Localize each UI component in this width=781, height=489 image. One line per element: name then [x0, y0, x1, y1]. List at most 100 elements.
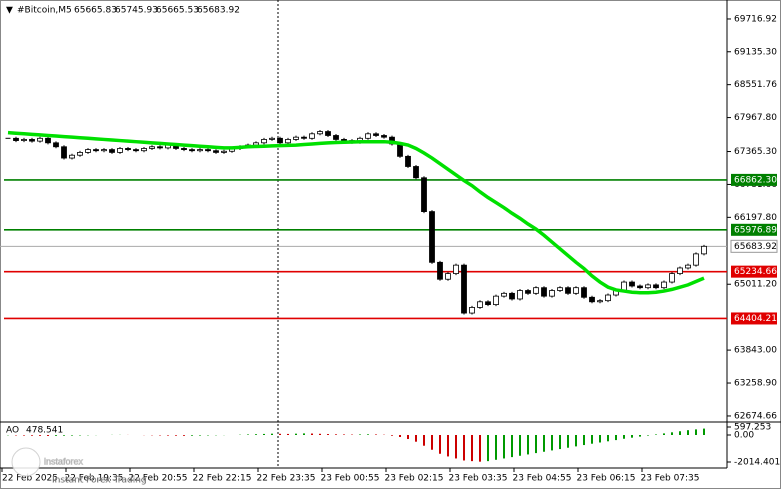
candle [701, 245, 707, 255]
y-tick-label: 68551.76 [734, 80, 777, 90]
candle [557, 287, 563, 291]
candle [181, 148, 187, 150]
candle [69, 154, 75, 159]
candle [325, 131, 331, 136]
y-tick-label: 67967.80 [734, 113, 777, 123]
ohlc-value: 65665.83 [74, 6, 117, 16]
candle [429, 211, 435, 263]
candle [517, 290, 523, 300]
candle [661, 281, 667, 289]
candle [205, 149, 211, 152]
ohlc-value: 65745.93 [115, 6, 158, 16]
candle [13, 137, 19, 141]
candle [669, 273, 675, 283]
candle [221, 150, 227, 153]
x-tick-label: 22 Feb 22:15 [192, 474, 251, 484]
y-tick-label: 65011.20 [734, 280, 777, 290]
x-tick-label: 23 Feb 06:15 [576, 474, 635, 484]
x-tick-label: 22 Feb 2025 [2, 474, 58, 484]
candle [61, 146, 67, 159]
candle [125, 148, 131, 150]
candle [397, 143, 403, 157]
candle [277, 137, 283, 144]
symbol: #Bitcoin,M5 [17, 6, 72, 16]
candle [157, 146, 163, 149]
candle [565, 287, 571, 294]
candle [285, 139, 291, 144]
x-tick-label: 23 Feb 02:15 [384, 474, 443, 484]
candle [533, 287, 539, 294]
watermark: instaforex Instant Forex Trading [11, 447, 147, 486]
candle [301, 136, 307, 139]
candle [453, 264, 459, 275]
menu-arrow[interactable]: ▼ [6, 6, 13, 16]
candle [581, 287, 587, 298]
level-label: 66862.30 [734, 175, 777, 185]
ao-tick-label: 0.00 [734, 431, 754, 441]
candle [589, 296, 595, 303]
candle [469, 307, 475, 314]
candle [645, 284, 651, 289]
candle [53, 142, 59, 148]
candle [365, 133, 371, 139]
candle [597, 300, 603, 303]
candle [293, 136, 299, 140]
level-tag [731, 265, 777, 278]
y-tick-label: 69135.30 [734, 47, 777, 57]
level-label: 65976.89 [734, 225, 777, 235]
x-tick-label: 23 Feb 07:35 [640, 474, 699, 484]
x-tick-label: 22 Feb 19:35 [64, 474, 123, 484]
current-price-tag [730, 239, 778, 253]
watermark-tagline: Instant Forex Trading [52, 476, 147, 486]
candle [133, 149, 139, 152]
candle [117, 148, 123, 153]
candle [493, 295, 499, 306]
candle [445, 273, 451, 280]
y-tick-label: 67365.30 [734, 147, 777, 157]
candle [197, 149, 203, 152]
candle [501, 292, 507, 297]
ohlc-value: 65665.53 [156, 6, 199, 16]
ao-value: 478.541 [26, 426, 63, 436]
y-tick-label: 66197.80 [734, 213, 777, 223]
candle [373, 133, 379, 136]
candle [109, 149, 115, 153]
ao-tick-label: -2014.401 [734, 457, 780, 467]
candle [213, 150, 219, 153]
candle [677, 267, 683, 275]
candle [77, 152, 83, 156]
candle [437, 261, 443, 280]
current-price-label: 65683.92 [734, 242, 777, 252]
candle [29, 139, 35, 142]
y-tick-label: 69716.92 [734, 14, 777, 24]
candle [189, 149, 195, 152]
level-label: 64404.21 [734, 314, 777, 324]
candle [461, 264, 467, 314]
candle [381, 135, 387, 138]
candle [541, 287, 547, 297]
candle [605, 294, 611, 302]
candle [421, 177, 427, 212]
candle [685, 264, 691, 269]
level-tag [731, 223, 777, 236]
candle [101, 149, 107, 152]
candle [509, 292, 515, 300]
candle [477, 301, 483, 308]
candle [85, 149, 91, 153]
level-tag [731, 312, 777, 325]
x-tick-label: 23 Feb 03:35 [448, 474, 507, 484]
y-tick-label: 63258.90 [734, 379, 777, 389]
ao-tick-label: 597.253 [734, 422, 771, 432]
candle [45, 137, 51, 144]
level-tag [731, 173, 777, 186]
x-tick-label: 22 Feb 20:55 [128, 474, 187, 484]
ao-name: AO [6, 426, 19, 436]
candle [309, 133, 315, 139]
candle [485, 301, 491, 306]
level-label: 65234.66 [734, 267, 777, 277]
x-tick-label: 23 Feb 04:55 [512, 474, 571, 484]
